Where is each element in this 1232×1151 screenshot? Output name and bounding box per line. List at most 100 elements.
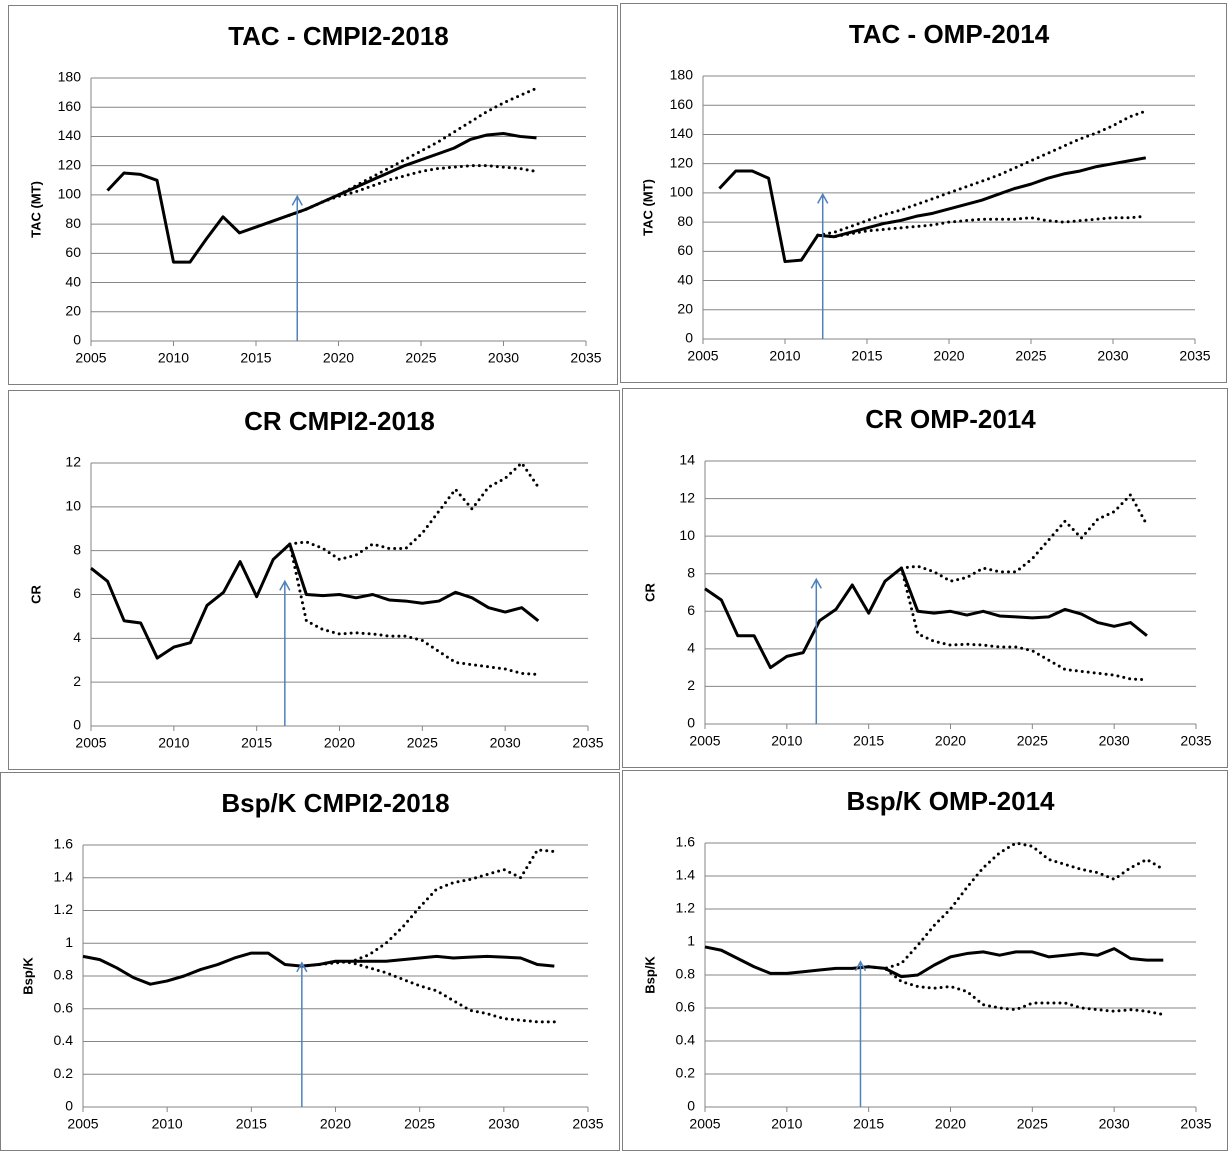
y-tick-label: 0 (73, 332, 81, 348)
x-tick-label: 2010 (152, 1116, 183, 1132)
line-series-dotted (288, 542, 540, 676)
y-axis-label: TAC (MT) (28, 181, 43, 238)
y-tick-label: 60 (677, 242, 693, 258)
y-tick-label: 80 (65, 215, 81, 231)
y-tick-label: 1 (65, 934, 73, 950)
y-tick-label: 0.6 (54, 999, 74, 1015)
y-tick-label: 0.8 (54, 967, 74, 983)
line-series-dotted (816, 214, 1148, 239)
line-series-dotted (899, 566, 1149, 682)
y-tick-label: 8 (73, 541, 81, 557)
y-tick-label: 120 (670, 154, 694, 170)
y-tick-label: 100 (670, 184, 694, 200)
y-tick-label: 140 (670, 125, 694, 141)
line-series-dotted (300, 959, 556, 1024)
chart-panel: CR OMP-2014 CR 0 2 4 6 8 10 12 14 2005 2010 2015 2020… (622, 388, 1228, 768)
x-tick-label: 2025 (1015, 348, 1046, 364)
y-tick-label: 1.2 (676, 900, 696, 916)
line-series-dotted (287, 86, 538, 217)
x-tick-label: 2035 (572, 1116, 603, 1132)
arrow (296, 961, 308, 1107)
y-tick-label: 1.6 (54, 836, 74, 852)
y-tick-label: 8 (687, 564, 695, 580)
x-tick-label: 2035 (570, 350, 601, 366)
line-series (704, 566, 1148, 670)
x-tick-label: 2020 (323, 350, 354, 366)
y-tick-label: 0 (687, 715, 695, 731)
chart-title: CR CMPI2-2018 (244, 406, 435, 436)
line-series-dotted (867, 965, 1165, 1017)
arrow (854, 960, 867, 1107)
x-tick-label: 2020 (935, 733, 966, 749)
arrow (810, 577, 822, 724)
y-tick-label: 1.4 (54, 868, 74, 884)
line-series-dotted (899, 493, 1149, 583)
y-tick-label: 180 (670, 67, 694, 83)
x-tick-label: 2010 (771, 733, 802, 749)
y-tick-label: 4 (687, 640, 695, 656)
y-tick-label: 1.2 (54, 901, 74, 917)
y-tick-label: 1.4 (676, 867, 696, 883)
x-tick-label: 2015 (853, 1116, 884, 1132)
y-tick-label: 160 (670, 96, 694, 112)
x-tick-label: 2030 (1099, 733, 1130, 749)
x-tick-label: 2025 (1017, 733, 1048, 749)
y-tick-label: 120 (58, 156, 82, 172)
x-tick-label: 2025 (407, 735, 438, 751)
y-tick-label: 40 (65, 273, 81, 289)
line-series (106, 132, 537, 264)
x-tick-label: 2005 (689, 733, 720, 749)
x-tick-label: 2015 (853, 733, 884, 749)
y-tick-label: 40 (677, 271, 693, 287)
y-tick-label: 0 (685, 330, 693, 346)
line-series (704, 945, 1164, 979)
line-series-dotted (287, 164, 538, 217)
x-tick-label: 2005 (75, 350, 106, 366)
y-tick-label: 6 (687, 602, 695, 618)
arrow (817, 192, 829, 339)
y-tick-label: 0.2 (676, 1065, 696, 1081)
x-tick-label: 2030 (488, 350, 519, 366)
y-tick-label: 20 (677, 300, 693, 316)
y-tick-label: 100 (58, 186, 82, 202)
arrow (279, 579, 291, 726)
y-axis-label: CR (28, 585, 43, 604)
y-tick-label: 6 (73, 585, 81, 601)
y-tick-label: 60 (65, 244, 81, 260)
y-tick-label: 2 (73, 673, 81, 689)
y-tick-label: 1.6 (676, 834, 696, 850)
y-axis-label: Bsp/K (642, 956, 657, 994)
x-tick-label: 2030 (488, 1116, 519, 1132)
y-tick-label: 80 (677, 213, 693, 229)
x-tick-label: 2030 (1097, 348, 1128, 364)
y-tick-label: 160 (58, 98, 82, 114)
y-tick-label: 0.4 (676, 1032, 696, 1048)
chart-panel: TAC - OMP-2014 TAC (MT) 0 20 40 60 80 100 120 140… (620, 3, 1227, 383)
y-axis-label: CR (642, 583, 657, 602)
line-series-dotted (816, 109, 1148, 237)
x-tick-label: 2030 (1099, 1116, 1130, 1132)
y-tick-label: 0.4 (54, 1032, 74, 1048)
chart: CR CMPI2-2018 CR 0 2 4 6 8 10 12 2005 2010 2015 2020… (28, 406, 603, 751)
x-tick-label: 2030 (490, 735, 521, 751)
chart-panel: Bsp/K OMP-2014 Bsp/K 0 0.2 0.4 0.6 0.8 1 1.2 1.4 1… (622, 770, 1228, 1151)
y-tick-label: 4 (73, 629, 81, 645)
y-tick-label: 10 (65, 498, 81, 514)
x-tick-label: 2025 (405, 350, 436, 366)
line-series (82, 951, 555, 986)
y-tick-label: 12 (679, 489, 695, 505)
y-tick-label: 1 (687, 933, 695, 949)
x-tick-label: 2035 (572, 735, 603, 751)
chart-title: TAC - CMPI2-2018 (228, 21, 449, 51)
x-tick-label: 2020 (935, 1116, 966, 1132)
y-tick-label: 2 (687, 677, 695, 693)
chart-panel: Bsp/K CMPI2-2018 Bsp/K 0 0.2 0.4 0.6 0.8 1 1.2 1.… (0, 772, 620, 1151)
y-tick-label: 0.6 (676, 999, 696, 1015)
x-tick-label: 2005 (67, 1116, 98, 1132)
x-tick-label: 2025 (404, 1116, 435, 1132)
chart: CR OMP-2014 CR 0 2 4 6 8 10 12 14 2005 2010 2015 2020… (642, 404, 1211, 749)
x-tick-label: 2015 (241, 735, 272, 751)
chart: Bsp/K OMP-2014 Bsp/K 0 0.2 0.4 0.6 0.8 1 1.2 1.4 1… (642, 786, 1211, 1132)
x-tick-label: 2015 (236, 1116, 267, 1132)
